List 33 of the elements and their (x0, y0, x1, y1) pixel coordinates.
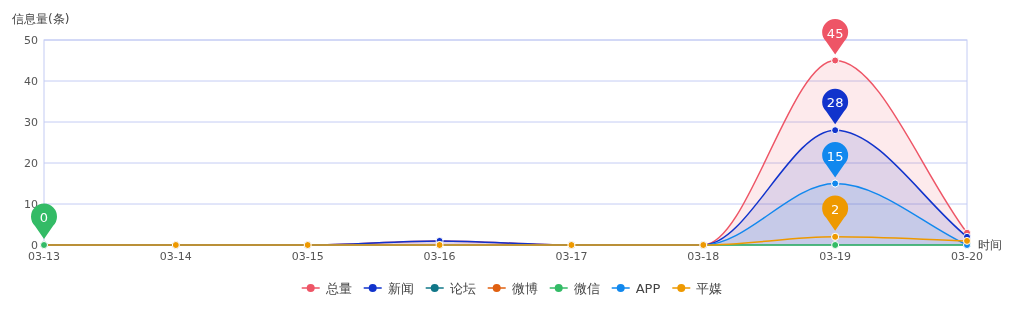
data-label: 45 (826, 25, 844, 41)
y-tick-label: 10 (24, 198, 38, 211)
x-tick-label: 03-13 (28, 250, 60, 263)
data-label: 0 (39, 210, 49, 225)
x-tick-label: 03-18 (687, 250, 720, 263)
legend-label: 微信 (573, 281, 600, 296)
y-tick-label: 30 (24, 116, 38, 129)
y-tick-label: 0 (31, 239, 38, 252)
point (963, 236, 971, 245)
legend-label: 平媒 (696, 281, 723, 296)
data-label: 2 (831, 201, 840, 217)
legend-label: 总量 (324, 281, 352, 296)
point (831, 241, 840, 249)
legend-label: 微博 (511, 281, 538, 296)
x-tick-label: 03-20 (951, 250, 983, 263)
legend-label: APP (635, 281, 661, 296)
x-tick-label: 03-14 (159, 250, 192, 263)
x-axis-title: 时间 (978, 238, 1002, 252)
point (831, 232, 840, 241)
data-label: 15 (826, 148, 844, 164)
point (831, 179, 840, 188)
y-tick-label: 20 (24, 157, 38, 170)
legend-label: 新闻 (387, 281, 414, 296)
x-tick-label: 03-19 (819, 250, 852, 263)
x-tick-label: 03-16 (423, 250, 456, 263)
x-tick-label: 03-17 (555, 250, 588, 263)
y-tick-label: 40 (24, 75, 38, 88)
y-axis-title: 信息量(条) (12, 12, 70, 26)
point (831, 56, 840, 65)
legend-label: 论坛 (449, 281, 476, 296)
x-tick-label: 03-15 (291, 250, 324, 263)
y-tick-label: 50 (24, 34, 38, 47)
data-label: 28 (826, 95, 844, 111)
